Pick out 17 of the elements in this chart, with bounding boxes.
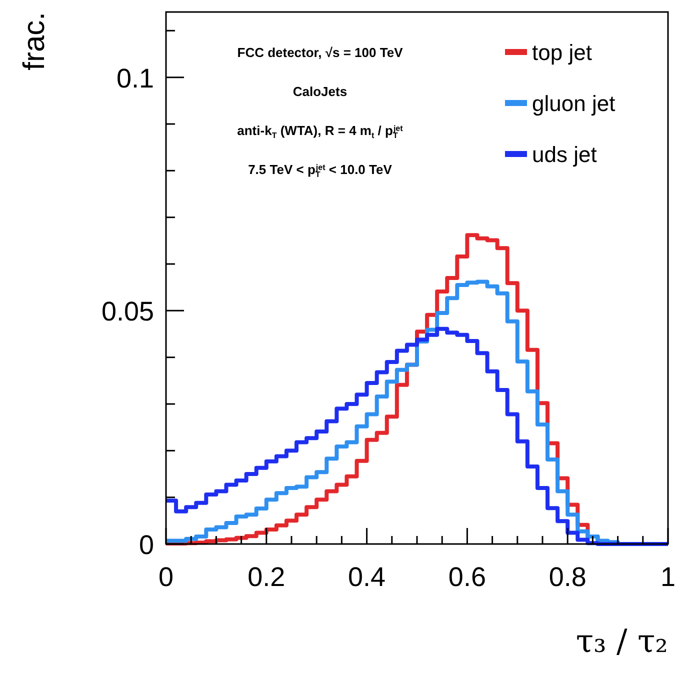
legend-label: gluon jet xyxy=(532,91,616,116)
legend-label: uds jet xyxy=(532,142,597,167)
annotation: FCC detector, √s = 100 TeV xyxy=(237,45,404,60)
x-tick-label: 0.4 xyxy=(348,562,386,592)
annotation: 7.5 TeV < p$_{T}$$^{jet}$ < 10.0 TeV xyxy=(248,162,392,179)
annotation: CaloJets xyxy=(292,84,348,99)
x-tick-label: 0 xyxy=(158,562,174,592)
x-tick-label: 0.8 xyxy=(548,562,586,592)
y-tick-label: 0.1 xyxy=(116,63,154,94)
x-tick-label: 1 xyxy=(660,562,676,592)
x-tick-label: 0.6 xyxy=(448,562,486,592)
y-tick-label: 0 xyxy=(138,530,154,560)
x-tick-label: 0.2 xyxy=(248,562,286,592)
y-axis-title: frac. xyxy=(18,12,51,70)
legend-label: top jet xyxy=(532,40,592,65)
y-tick-label: 0.05 xyxy=(101,296,154,327)
x-axis-title: τ₃ / τ₂ xyxy=(576,622,668,660)
